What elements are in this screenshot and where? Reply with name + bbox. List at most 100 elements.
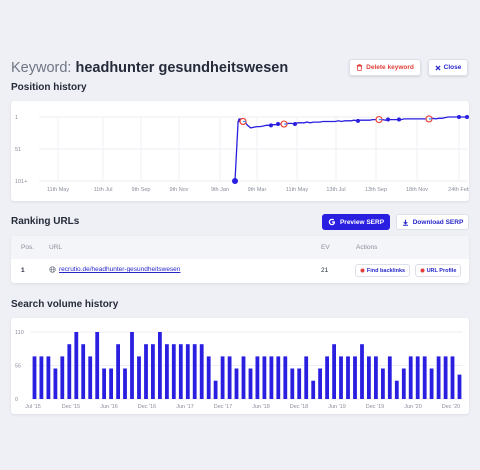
profile-icon <box>420 268 425 273</box>
google-icon <box>239 117 247 126</box>
find-backlinks-label: Find backlinks <box>366 267 406 274</box>
table-row: 1 recrutio.de/headhunter-gesundheitswese… <box>11 259 469 282</box>
x-tick-label: Jun '18 <box>252 404 270 410</box>
volume-bar <box>171 344 176 399</box>
column-actions: Actions <box>356 244 378 251</box>
x-tick-label: Jun '17 <box>176 404 194 410</box>
volume-bar <box>422 356 427 399</box>
google-icon <box>280 120 288 128</box>
position-history-chart: 1 51 101+ 11th May 11th Jul 9th Sep 9th Nov 9th… <box>15 115 470 193</box>
keyword-header: Keyword: headhunter gesundheitswesen Del… <box>11 58 471 78</box>
x-tick-label: Jun '16 <box>100 404 118 410</box>
x-tick-label: 9th Sep <box>132 187 151 193</box>
volume-bar <box>241 356 246 399</box>
volume-bar <box>192 344 197 399</box>
y-tick-label: 110 <box>15 330 24 336</box>
volume-bar <box>178 344 183 399</box>
x-tick-label: Jun '20 <box>404 404 422 410</box>
globe-icon <box>49 266 56 273</box>
volume-bar <box>60 356 65 399</box>
volume-bar <box>269 356 274 399</box>
data-point <box>276 122 280 127</box>
volume-bar <box>429 368 434 399</box>
volume-bar <box>283 356 288 399</box>
volume-bar <box>367 356 371 399</box>
volume-bar <box>32 356 37 399</box>
data-point <box>397 117 401 122</box>
volume-bar <box>130 332 134 399</box>
trash-icon <box>357 64 363 71</box>
volume-bar <box>394 380 399 399</box>
x-tick-label: 9th Nov <box>170 187 189 193</box>
x-tick-label: 13th Jul <box>326 187 345 193</box>
position-history-card: 1 51 101+ 11th May 11th Jul 9th Sep 9th Nov 9th… <box>11 101 470 201</box>
volume-bar <box>290 368 295 399</box>
close-label: Close <box>443 64 462 71</box>
delete-keyword-label: Delete keyword <box>366 64 414 71</box>
volume-bar <box>248 368 253 399</box>
position-history-title: Position history <box>11 82 87 93</box>
volume-bar <box>346 356 350 399</box>
volume-bar <box>318 368 322 399</box>
volume-bar <box>353 356 357 399</box>
search-volume-chart: 110 55 0 Jul '15 Dec '15 Jun '16 Dec '16 Jun '1… <box>15 330 463 410</box>
data-point <box>269 123 273 128</box>
volume-bar <box>158 332 162 399</box>
volume-bar <box>151 344 155 399</box>
volume-bar <box>443 356 448 399</box>
data-point <box>457 115 461 119</box>
keyword-prefix: Keyword: <box>11 60 72 76</box>
volume-bar <box>339 356 343 399</box>
delete-keyword-button[interactable]: Delete keyword <box>349 59 421 76</box>
y-tick-label: 101+ <box>15 179 27 185</box>
row-pos: 1 <box>21 267 25 274</box>
x-tick-label: 11th May <box>47 187 69 193</box>
x-tick-label: Dec '18 <box>290 404 308 410</box>
volume-bar <box>206 356 211 399</box>
column-pos: Pos. <box>21 244 35 251</box>
volume-bar <box>234 368 239 399</box>
download-serp-button[interactable]: Download SERP <box>396 214 469 230</box>
y-tick-label: 0 <box>15 397 18 403</box>
volume-bar <box>123 368 127 399</box>
ranking-urls-title: Ranking URLs <box>11 216 80 227</box>
volume-bar <box>381 368 385 399</box>
preview-serp-label: Preview SERP <box>339 218 385 226</box>
preview-serp-button[interactable]: Preview SERP <box>322 214 390 230</box>
find-backlinks-button[interactable]: Find backlinks <box>355 264 410 277</box>
search-volume-card: 110 55 0 Jul '15 Dec '15 Jun '16 Dec '16 Jun '1… <box>11 318 469 414</box>
volume-bar <box>436 356 441 399</box>
data-point <box>232 178 238 184</box>
volume-bar <box>227 356 232 399</box>
volume-bar <box>39 356 44 399</box>
google-g-icon <box>328 218 335 226</box>
volume-bar <box>297 368 302 399</box>
close-button[interactable]: Close <box>428 59 468 76</box>
x-tick-label: 11th May <box>286 187 308 193</box>
volume-bar <box>95 332 100 399</box>
x-tick-label: Jun '19 <box>328 404 346 410</box>
volume-bar <box>165 344 169 399</box>
volume-bar <box>102 368 106 399</box>
data-point <box>293 122 297 127</box>
volume-bar <box>360 344 364 399</box>
volume-bar <box>46 356 51 399</box>
volume-bar <box>304 356 309 399</box>
volume-bar <box>137 356 141 399</box>
x-tick-label: 13th Sep <box>365 187 387 193</box>
google-icon <box>425 115 433 123</box>
data-point <box>356 118 360 123</box>
keyword-title: Keyword: headhunter gesundheitswesen <box>11 58 288 78</box>
x-tick-label: Jul '15 <box>25 404 41 410</box>
volume-bar <box>53 368 58 399</box>
url-profile-button[interactable]: URL Profile <box>415 264 461 277</box>
volume-bar <box>88 356 93 399</box>
download-serp-label: Download SERP <box>412 218 464 226</box>
volume-bar <box>276 356 281 399</box>
row-url-link[interactable]: recrutio.de/headhunter-gesundheitswesen <box>59 266 181 273</box>
volume-bar <box>255 356 260 399</box>
volume-bar <box>387 356 392 399</box>
volume-bar <box>220 356 225 399</box>
x-tick-label: 9th Mar <box>248 187 267 193</box>
x-tick-label: Dec '19 <box>366 404 384 410</box>
